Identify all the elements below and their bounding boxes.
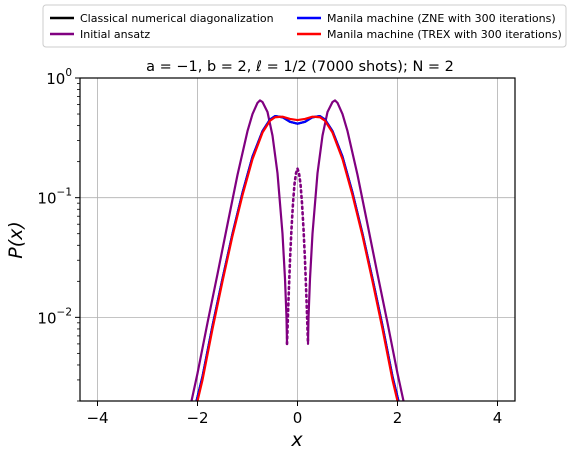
series-line-4 <box>196 115 399 401</box>
y-axis-label: P(x) <box>5 221 27 259</box>
x-tick-label: −2 <box>186 409 208 427</box>
legend-label: Initial ansatz <box>80 28 150 41</box>
series-line-1 <box>285 167 310 346</box>
y-tick-label: 100 <box>46 67 72 88</box>
series-line-0 <box>306 99 405 401</box>
x-axis-label: x <box>290 429 303 451</box>
y-tick-label: 10−1 <box>37 187 72 208</box>
legend-label: Classical numerical diagonalization <box>80 12 274 25</box>
series-group <box>190 99 405 401</box>
legend: Classical numerical diagonalization Initi… <box>42 4 567 48</box>
x-tick-label: 0 <box>293 409 303 427</box>
legend-frame <box>42 4 567 48</box>
y-tick-label: 10−2 <box>37 306 72 327</box>
chart-title: a = −1, b = 2, ℓ = 1/2 (7000 shots); N =… <box>146 59 454 75</box>
series-line-0 <box>190 99 289 401</box>
grid <box>80 77 515 401</box>
ticks: −4 −2 0 2 4 100 10−1 10−2 <box>37 67 502 427</box>
legend-label: Manila machine (TREX with 300 iterations… <box>327 28 562 41</box>
x-tick-label: 4 <box>493 409 503 427</box>
legend-label: Manila machine (ZNE with 300 iterations) <box>327 12 556 25</box>
x-tick-label: 2 <box>393 409 403 427</box>
x-tick-label: −4 <box>86 409 108 427</box>
